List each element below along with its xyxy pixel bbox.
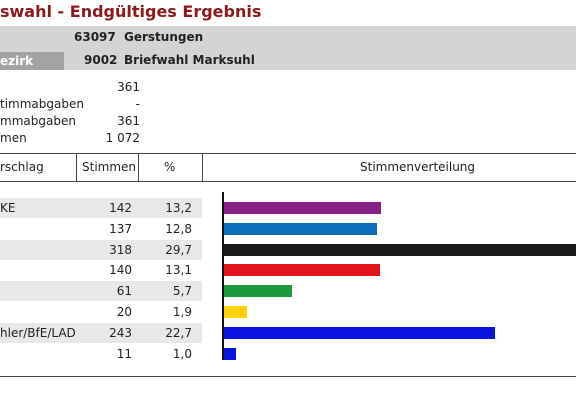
district-info-bar (0, 26, 576, 70)
votes-cell: 11 (116, 346, 132, 361)
municipality-name: Gerstungen (124, 30, 204, 44)
percent-cell: 13,2 (165, 201, 192, 215)
summary-value: 361 (117, 80, 140, 94)
column-divider (202, 154, 203, 181)
vote-bar (224, 222, 377, 235)
table-header: rschlag Stimmen % Stimmenverteilung (0, 153, 576, 182)
table-row: 20 1,9 (0, 302, 576, 322)
district-label: ezirk (0, 52, 64, 70)
votes-cell: 243 (109, 325, 132, 340)
party-name: KE (0, 201, 16, 215)
percent-cell: 5,7 (172, 284, 192, 299)
row-shade (0, 198, 202, 218)
vote-bar (224, 285, 292, 298)
vote-bar (224, 243, 576, 256)
table-row: 61 5,7 (0, 281, 576, 302)
table-row: hler/BfE/LAD 243 22,7 (0, 322, 576, 343)
percent-cell: 13,1 (165, 263, 192, 278)
table-row: 137 12,8 (0, 219, 576, 239)
vote-bar (224, 347, 236, 360)
summary-label: mmabgaben (0, 114, 76, 128)
vote-bar (224, 326, 495, 339)
header-distribution: Stimmenverteilung (360, 160, 476, 174)
row-shade (0, 239, 202, 260)
votes-cell: 20 (116, 305, 132, 319)
vote-bar (224, 264, 381, 277)
district-name: Briefwahl Marksuhl (124, 53, 255, 67)
header-votes: Stimmen (82, 160, 137, 174)
summary-value: - (135, 97, 140, 111)
party-name: hler/BfE/LAD (0, 325, 76, 340)
votes-cell: 140 (109, 263, 132, 278)
district-number: 9002 (84, 53, 118, 67)
summary-value: 361 (117, 114, 140, 128)
row-shade (0, 281, 202, 302)
header-percent: % (164, 160, 176, 174)
percent-cell: 12,8 (165, 221, 192, 236)
summary-label: men (0, 131, 27, 145)
percent-cell: 1,9 (172, 305, 192, 319)
percent-cell: 29,7 (165, 242, 192, 257)
header-proposal: rschlag (0, 160, 44, 174)
chart-axis (222, 192, 224, 360)
table-row: 140 13,1 (0, 260, 576, 280)
votes-cell: 318 (109, 242, 132, 257)
table-row: KE 142 13,2 (0, 198, 576, 218)
table-row: 318 29,7 (0, 239, 576, 260)
vote-bar (224, 202, 382, 214)
summary-value: 1 072 (105, 131, 140, 145)
row-shade (0, 322, 202, 343)
column-divider (138, 154, 139, 181)
percent-cell: 22,7 (165, 325, 192, 340)
vote-bar (224, 306, 247, 318)
votes-cell: 61 (116, 284, 132, 299)
column-divider (76, 154, 77, 181)
votes-cell: 142 (109, 201, 132, 215)
page-title: swahl - Endgültiges Ergebnis (0, 2, 262, 21)
table-row: 11 1,0 (0, 344, 576, 364)
summary-label: timmabgaben (0, 97, 84, 111)
votes-cell: 137 (109, 221, 132, 236)
percent-cell: 1,0 (172, 346, 192, 361)
municipality-number: 63097 (74, 30, 116, 44)
bottom-divider (0, 376, 576, 377)
